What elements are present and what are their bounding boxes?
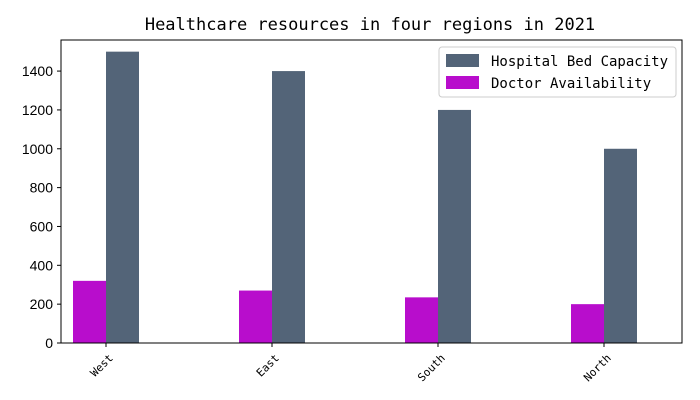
bar-doctor-availability-east	[239, 290, 272, 343]
bars-group	[73, 51, 637, 344]
bar-hospital-bed-capacity-north	[604, 148, 637, 343]
bar-doctor-availability-west	[73, 280, 106, 343]
y-tick-label: 800	[30, 180, 54, 196]
y-tick-label: 400	[30, 257, 54, 273]
y-axis: 0 200 400 600 800 1000 1200 1400	[22, 63, 61, 351]
legend: Hospital Bed Capacity Doctor Availability	[438, 46, 677, 98]
x-tick-label-south: South	[415, 352, 448, 385]
bar-doctor-availability-south	[405, 297, 438, 343]
legend-swatch-doctor-availability	[446, 76, 479, 89]
bar-doctor-availability-north	[571, 304, 604, 343]
y-tick-label: 1200	[22, 102, 53, 118]
y-tick-label: 600	[30, 218, 54, 234]
bar-hospital-bed-capacity-west	[106, 51, 139, 344]
x-tick-label-north: North	[581, 352, 614, 385]
x-tick-label-west: West	[88, 352, 116, 380]
y-tick-label: 1400	[22, 63, 53, 79]
legend-label-doctor-availability: Doctor Availability	[491, 76, 651, 92]
bar-hospital-bed-capacity-south	[438, 109, 471, 343]
x-tick-label-east: East	[254, 352, 282, 380]
legend-box	[438, 46, 677, 98]
chart-title: Healthcare resources in four regions in …	[145, 15, 595, 35]
y-tick-label: 0	[45, 335, 53, 351]
x-axis: West East South North	[88, 343, 614, 384]
y-tick-label: 200	[30, 296, 54, 312]
legend-label-hospital-bed-capacity: Hospital Bed Capacity	[491, 54, 668, 70]
y-tick-label: 1000	[22, 141, 53, 157]
bar-hospital-bed-capacity-east	[272, 71, 305, 344]
plot-frame	[60, 39, 683, 344]
legend-swatch-hospital-bed-capacity	[446, 54, 479, 67]
